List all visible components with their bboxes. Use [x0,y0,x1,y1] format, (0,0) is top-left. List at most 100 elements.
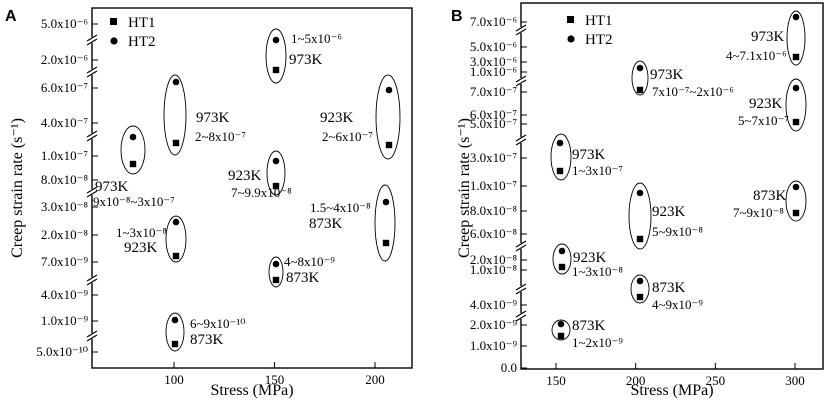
panel-a-annotation-temp-3: 973K [95,179,129,195]
panel-b-axis-break-0-line-1 [515,24,527,32]
panel-b-point-ht1-2 [792,118,800,126]
panel-a-panel-label: A [5,8,17,25]
panel-b-point-ht2-7 [636,277,644,285]
panel-b-axis-break-5-line-2 [515,314,527,322]
panel-a-annotation-range-7: 4~8x10⁻⁹ [284,254,335,269]
panel-a-y-tick-label-3: 4.0x10⁻⁷ [41,115,88,130]
panel-b-annotation-temp-8: 873K [572,318,606,334]
panel-a-point-ht2-4 [272,157,280,165]
panel-b-y-tick-label-6: 5.0x10⁻⁷ [470,116,517,131]
panel-b-annotation-range-6: 1~3x10⁻⁸ [572,264,623,279]
panel-a-axis-break-0-line-2 [86,38,98,46]
panel-b-annotation-range-2: 5~7x10⁻⁷ [738,113,789,128]
panel-a-annotation-temp-5: 873K [309,216,343,232]
panel-a-point-ht1-0 [129,160,137,168]
panel-a-annotation-temp-6: 923K [124,240,158,256]
panel-a-axis-break-1-line-2 [86,70,98,78]
panel-a-group-ellipse-7 [268,256,284,288]
panel-a-group-ellipse-8 [165,312,185,352]
panel-b-annotation-temp-3: 973K [572,147,606,163]
panel-a-axis-break-3-line-1 [86,186,98,194]
panel-a-point-ht1-7 [272,276,280,284]
panel-b-y-tick-label-14: 2.0x10⁻⁹ [470,317,518,332]
panel-b-x-tick-label-0: 150 [546,373,566,388]
panel-a-y-tick-label-7: 2.0x10⁻⁸ [41,227,89,242]
panel-b-group-ellipse-7 [630,274,650,304]
panel-b-annotation-temp-5: 923K [652,204,686,220]
panel-a-annotation-range-2: 2~6x10⁻⁷ [322,129,373,144]
panel-a-group-ellipse-2 [265,28,287,84]
panel-a-y-axis-title: Creep strain rate (s⁻¹) [9,118,26,258]
panel-b-point-ht1-5 [636,235,644,243]
panel-a-annotation-temp-0: 973K [289,52,323,68]
panel-b-y-tick-label-9: 8.0x10⁻⁸ [470,203,518,218]
panel-b-point-ht1-0 [792,53,800,61]
panel-a-axis-break-4-line-1 [86,274,98,282]
panel-a-axis-break-0-gap [87,37,97,43]
panel-a-y-tick-label-8: 7.0x10⁻⁹ [41,254,89,269]
panel-a-annotation-temp-2: 923K [320,110,354,126]
panel-b-annotation-temp-6: 923K [573,250,607,266]
panel-b-axis-break-3-line-1 [515,240,527,248]
panel-a-annotation-temp-8: 873K [190,332,224,348]
panel-a-group-ellipse-5 [374,184,396,262]
panel-a-point-ht2-0 [129,133,137,141]
panel-b-annotation-range-7: 4~9x10⁻⁹ [652,297,703,312]
panel-a-group-ellipse-6 [165,215,187,263]
panel-b-point-ht1-6 [558,263,566,271]
panel-a-point-ht1-3 [385,141,393,149]
panel-a-legend-label-0: HT1 [128,15,156,31]
panel-b-legend-label-0: HT1 [585,13,613,29]
panel-a-annotation-temp-7: 873K [286,270,320,286]
panel-a-y-tick-label-10: 1.0x10⁻⁹ [41,313,89,328]
panel-a-point-ht1-6 [172,252,180,260]
panel-a: A 100 150 200 5.0x10⁻⁶ 2.0x10⁻⁶ 6.0x10⁻⁷ 4.0x10… [5,7,413,399]
panel-a-point-ht2-8 [171,316,179,324]
panel-b-axis-break-0-gap [516,27,526,33]
panel-a-point-ht1-1 [172,139,180,147]
panel-b-y-tick-label-5: 6.0x10⁻⁷ [470,107,517,122]
panel-a-y-tick-label-5: 8.0x10⁻⁸ [41,172,89,187]
panel-a-axis-break-5-gap [87,333,97,339]
panel-b-legend-label-1: HT2 [585,32,613,48]
panel-a-annotation-range-1: 2~8x10⁻⁷ [195,129,246,144]
panel-b-annotation-temp-1: 973K [650,67,684,83]
panel-a-y-tick-label-0: 5.0x10⁻⁶ [41,16,88,31]
panel-b-axis-break-1-line-2 [515,79,527,87]
panel-b-y-tick-label-0: 7.0x10⁻⁶ [470,14,517,29]
panel-a-x-tick-label-2: 200 [365,372,385,387]
panel-b-axis-break-5-gap [516,313,526,319]
panel-a-annotation-range-5: 1.5~4x10⁻⁸ [310,200,371,215]
panel-b-y-tick-label-2: 3.0x10⁻⁶ [470,54,517,69]
panel-b-axis-break-1-line-1 [515,75,527,83]
panel-b-point-ht1-3 [556,167,564,175]
panel-b-y-tick-label-12: 1.0x10⁻⁸ [470,262,518,277]
panel-a-legend-marker-0 [110,18,117,25]
panel-b-x-tick-label-2: 250 [706,373,726,388]
panel-b-y-axis-title: Creep strain rate (s⁻¹) [456,118,473,258]
panel-a-annotation-range-0: 1~5x10⁻⁶ [291,31,342,46]
panel-a-point-ht1-8 [171,340,179,348]
panel-b-y-tick-label-15: 1.0x10⁻⁹ [470,338,518,353]
panel-b-x-tick-label-1: 200 [626,373,646,388]
panel-b-panel-label: B [451,8,463,25]
panel-b-point-ht2-5 [636,189,644,197]
panel-b-x-axis-title: Stress (MPa) [630,382,713,399]
panel-b-legend-marker-0 [567,16,574,23]
panel-b-point-ht2-6 [558,247,566,255]
panel-b-annotation-range-5: 5~9x10⁻⁸ [652,224,703,239]
panel-b-axis-break-1-gap [516,78,526,84]
panel-b-axis-break-4-gap [516,286,526,292]
panel-b-point-ht2-3 [556,139,564,147]
panel-b-axis-break-0-line-2 [515,28,527,36]
panel-a-y-tick-label-9: 4.0x10⁻⁹ [41,287,89,302]
panel-a-point-ht2-3 [385,86,393,94]
panel-a-y-tick-label-6: 3.0x10⁻⁸ [41,199,89,214]
panel-a-axis-break-3-line-2 [86,190,98,198]
panel-b-axis-break-4-line-2 [515,287,527,295]
panel-a-y-tick-label-4: 1.0x10⁻⁷ [41,148,88,163]
panel-b-annotation-range-1: 7x10⁻⁷~2x10⁻⁶ [652,84,734,99]
panel-b-y-tick-label-16: 0.0 [501,360,517,375]
